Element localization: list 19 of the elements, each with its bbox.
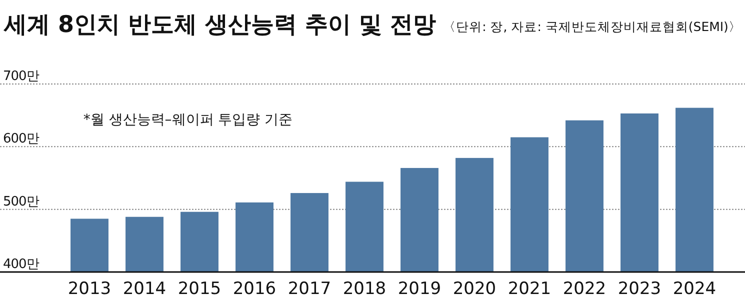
x-tick-label: 2019 (398, 279, 442, 297)
chart-title: 세계 8인치 반도체 생산능력 추이 및 전망 (3, 12, 436, 38)
x-tick-label: 2017 (288, 279, 332, 297)
y-tick-label: 400만 (3, 257, 40, 272)
y-tick-label: 600만 (3, 132, 40, 147)
x-tick-label: 2013 (68, 279, 112, 297)
x-tick-label: 2023 (618, 279, 662, 297)
x-tick-label: 2021 (508, 279, 552, 297)
annotation: *월 생산능력–웨이퍼 투입량 기준 (83, 112, 293, 128)
x-tick-label: 2020 (452, 279, 496, 297)
y-tick-label: 500만 (3, 194, 40, 210)
x-tick-label: 2014 (122, 279, 166, 297)
x-tick-label: 2016 (232, 279, 276, 297)
x-tick-label: 2018 (342, 279, 386, 297)
x-tick-label: 2022 (562, 279, 606, 297)
x-tick-label: 2024 (672, 279, 716, 297)
y-tick-label: 700만 (3, 69, 40, 84)
chart-subtitle: 〈단위: 장, 자료: 국제반도체장비재료협회(SEMI)〉 (443, 19, 742, 34)
x-tick-label: 2015 (178, 279, 222, 297)
